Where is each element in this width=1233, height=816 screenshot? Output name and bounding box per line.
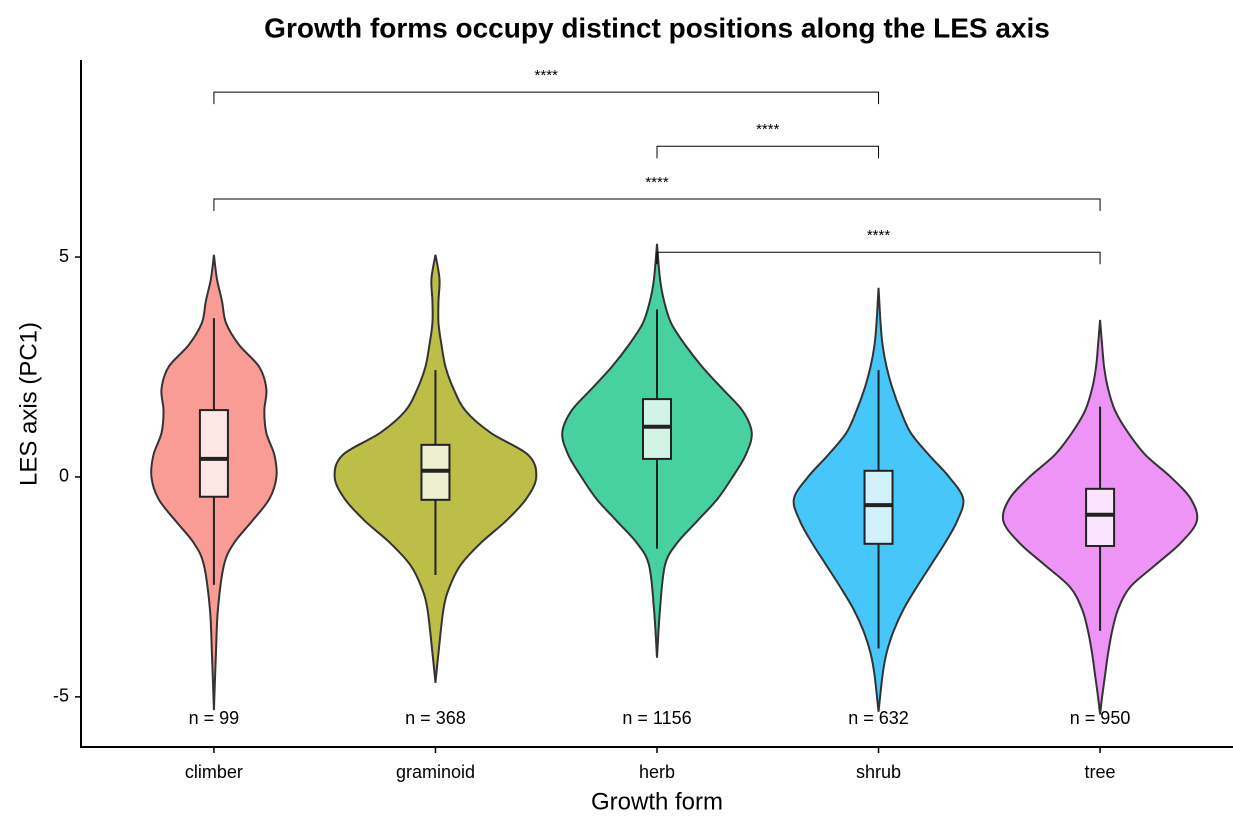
x-tick-label: tree <box>1085 762 1116 782</box>
y-tick-label: -5 <box>53 686 69 706</box>
significance-label: **** <box>535 67 559 84</box>
y-tick-label: 0 <box>59 466 69 486</box>
significance-bracket <box>656 145 880 159</box>
significance-label: **** <box>867 227 891 244</box>
n-label: n = 99 <box>189 708 240 728</box>
x-tick-label: climber <box>185 762 243 782</box>
significance-label: **** <box>756 121 780 138</box>
box <box>863 469 894 545</box>
significance-bracket <box>213 198 1101 211</box>
significance-label: **** <box>645 174 669 191</box>
x-tick-label: shrub <box>856 762 901 782</box>
n-label: n = 632 <box>848 708 909 728</box>
y-tick-label: 5 <box>59 246 69 266</box>
n-label: n = 368 <box>405 708 466 728</box>
x-tick-label: herb <box>639 762 675 782</box>
box <box>198 409 229 498</box>
n-label: n = 1156 <box>622 708 691 728</box>
chart-title: Growth forms occupy distinct positions a… <box>264 12 1050 43</box>
x-tick-label: graminoid <box>396 762 475 782</box>
n-label: n = 950 <box>1070 708 1131 728</box>
significance-bracket <box>656 251 1101 265</box>
y-axis-title: LES axis (PC1) <box>15 322 42 486</box>
x-axis-title: Growth form <box>591 788 723 815</box>
significance-bracket <box>213 91 880 105</box>
box <box>642 398 672 460</box>
box <box>1085 487 1116 548</box>
